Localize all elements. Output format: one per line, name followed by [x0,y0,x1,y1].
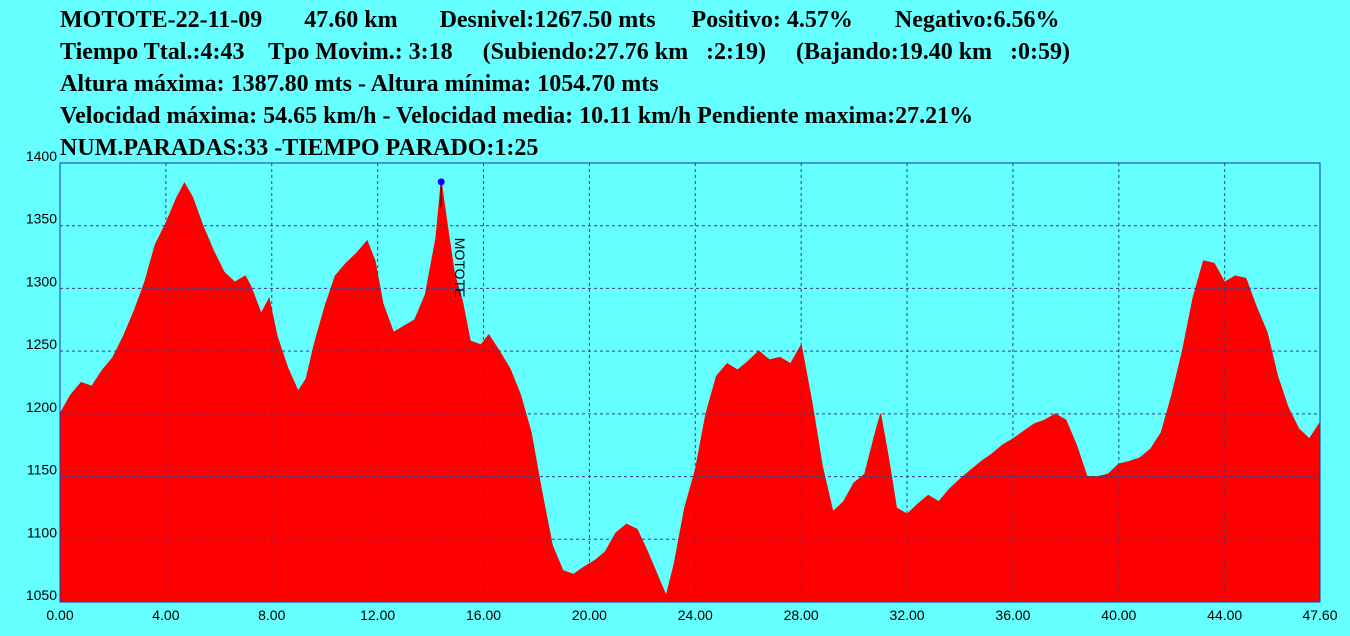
stats-line-4: Velocidad máxima: 54.65 km/h - Velocidad… [60,103,974,129]
x-tick-label: 24.00 [678,607,713,623]
x-tick-label: 28.00 [784,607,819,623]
x-tick-label: 8.00 [258,607,285,623]
stats-line-2: Tiempo Ttal.:4:43 Tpo Movim.: 3:18 (Subi… [60,39,1071,65]
x-tick-label: 4.00 [152,607,179,623]
y-tick-label: 1300 [26,273,57,289]
x-tick-label: 32.00 [890,607,925,623]
y-tick-label: 1100 [27,524,57,540]
elevation-area [59,181,1321,603]
x-tick-label: 12.00 [360,607,395,623]
x-tick-label: 36.00 [995,607,1030,623]
y-tick-label: 1350 [26,211,57,227]
x-tick-label: 20.00 [572,607,607,623]
stats-line-3: Altura máxima: 1387.80 mts - Altura míni… [60,71,659,97]
stats-line-5: NUM.PARADAS:33 -TIEMPO PARADO:1:25 [60,135,539,161]
y-tick-label: 1050 [26,587,57,603]
stats-line-1: MOTOTE-22-11-09 47.60 km Desnivel:1267.5… [60,7,1060,33]
y-tick-label: 1200 [26,399,57,415]
x-tick-label: 47.60 [1302,607,1337,623]
y-tick-label: 1250 [26,336,57,352]
x-tick-label: 16.00 [466,607,501,623]
y-tick-label: 1150 [27,462,57,478]
annotation-label: MOTOTE [452,238,468,298]
x-tick-label: 40.00 [1101,607,1136,623]
x-tick-label: 0.00 [46,607,73,623]
y-tick-label: 1400 [26,148,57,164]
annotation-marker [437,178,445,186]
x-tick-label: 44.00 [1207,607,1242,623]
stats-header: MOTOTE-22-11-09 47.60 km Desnivel:1267.5… [0,0,1350,161]
plot-frame [59,162,1321,603]
